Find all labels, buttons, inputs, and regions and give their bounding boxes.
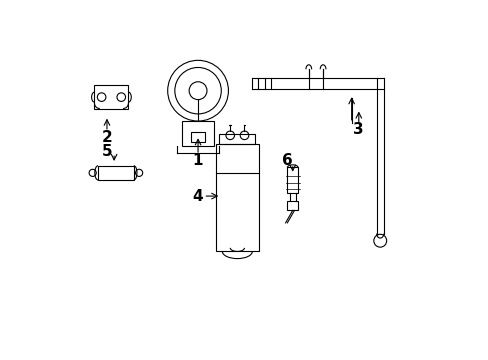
Bar	[94, 85, 128, 109]
Bar	[216, 144, 258, 251]
Text: 2: 2	[102, 130, 112, 145]
Text: 6: 6	[282, 153, 292, 168]
Text: 1: 1	[192, 153, 203, 168]
Bar	[98, 166, 134, 180]
Text: 4: 4	[192, 189, 203, 203]
Bar	[182, 121, 214, 146]
Bar	[287, 167, 298, 193]
Bar	[287, 202, 298, 210]
Text: 5: 5	[102, 144, 112, 159]
Bar	[219, 134, 255, 144]
Bar	[190, 132, 205, 143]
Text: 3: 3	[353, 122, 364, 138]
